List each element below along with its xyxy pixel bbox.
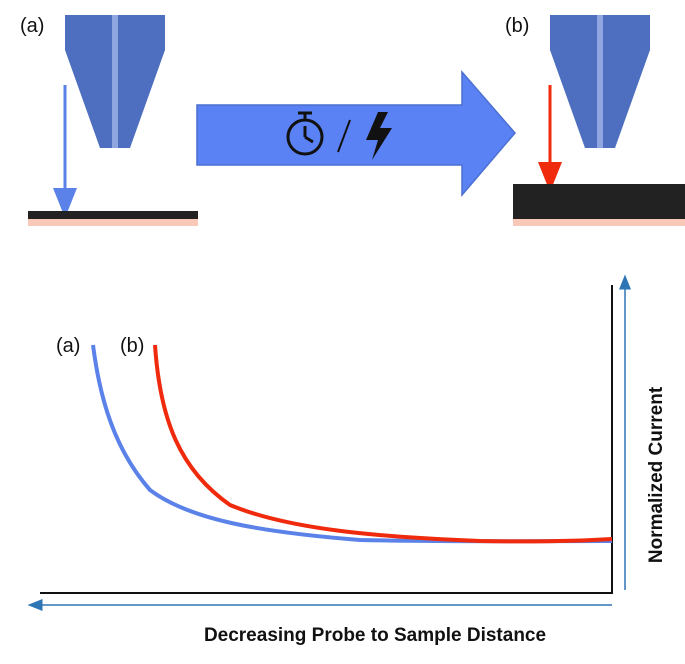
probe-core (597, 15, 603, 148)
y-axis-label: Normalized Current (646, 386, 667, 563)
curve-label: (a) (56, 335, 80, 357)
curve-b (153, 344, 613, 544)
slash (337, 119, 351, 153)
sample-film (513, 184, 685, 219)
stopwatch-icon (286, 111, 324, 156)
substrate (513, 219, 685, 226)
panel-label: (a) (20, 15, 44, 37)
probe-core (112, 15, 118, 148)
substrate (28, 219, 198, 226)
sample-film (28, 211, 198, 219)
panel-label: (b) (505, 15, 529, 37)
curve-label: (b) (120, 335, 144, 357)
curve-a (91, 344, 613, 544)
process-arrow (196, 69, 516, 198)
x-axis-label: Decreasing Probe to Sample Distance (204, 625, 546, 646)
lightning-icon (366, 112, 392, 160)
